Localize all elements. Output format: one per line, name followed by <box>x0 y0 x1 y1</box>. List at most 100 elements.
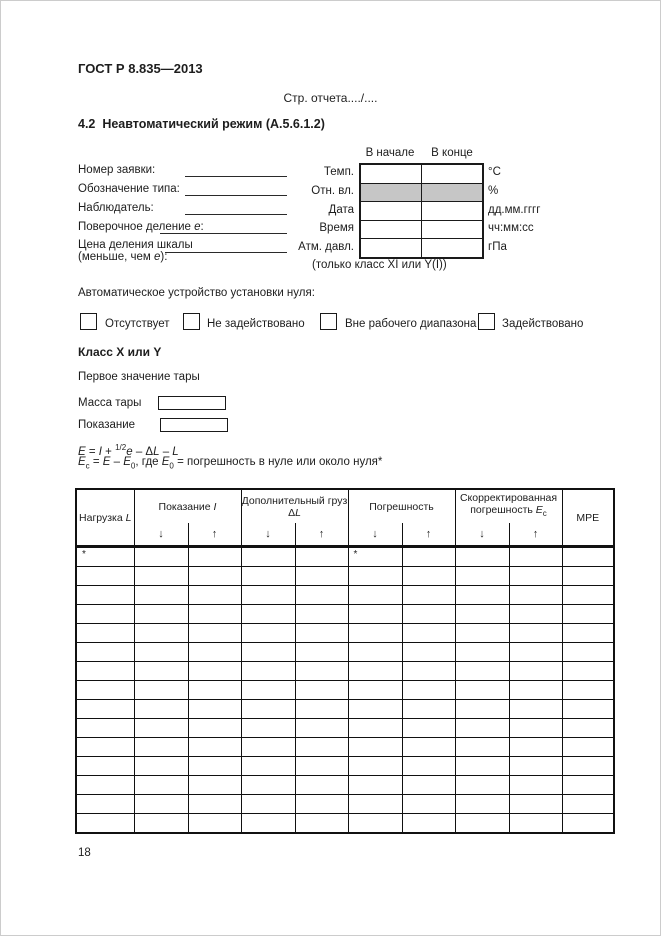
table-cell[interactable] <box>133 680 189 700</box>
checkbox[interactable] <box>80 313 97 330</box>
table-cell[interactable] <box>454 566 510 586</box>
conditions-cell[interactable] <box>359 182 422 202</box>
table-cell[interactable] <box>508 566 563 586</box>
table-cell[interactable] <box>401 775 456 795</box>
table-cell[interactable] <box>454 813 510 834</box>
table-cell[interactable] <box>133 623 189 643</box>
table-cell[interactable] <box>294 661 349 681</box>
table-cell[interactable] <box>240 718 296 738</box>
table-cell[interactable] <box>75 623 135 643</box>
table-cell[interactable] <box>401 546 456 567</box>
table-cell[interactable] <box>561 680 615 700</box>
table-cell[interactable] <box>75 566 135 586</box>
table-cell[interactable] <box>240 680 296 700</box>
conditions-cell[interactable] <box>359 238 422 258</box>
table-cell[interactable] <box>75 699 135 719</box>
table-cell[interactable] <box>347 756 403 776</box>
table-cell[interactable] <box>187 585 242 605</box>
table-cell[interactable] <box>561 623 615 643</box>
table-cell[interactable] <box>133 546 189 567</box>
table-cell[interactable] <box>294 642 349 662</box>
table-cell[interactable] <box>454 794 510 814</box>
conditions-cell[interactable] <box>421 201 484 221</box>
table-cell[interactable] <box>133 756 189 776</box>
table-cell[interactable] <box>401 756 456 776</box>
table-cell[interactable] <box>187 756 242 776</box>
table-cell[interactable] <box>75 604 135 624</box>
table-cell[interactable] <box>561 718 615 738</box>
table-cell[interactable] <box>454 546 510 567</box>
table-cell[interactable] <box>240 756 296 776</box>
table-cell[interactable] <box>75 661 135 681</box>
table-cell[interactable] <box>561 794 615 814</box>
table-cell[interactable] <box>347 566 403 586</box>
table-cell[interactable] <box>133 699 189 719</box>
table-cell[interactable] <box>508 585 563 605</box>
table-cell[interactable] <box>561 642 615 662</box>
table-cell[interactable] <box>187 680 242 700</box>
table-cell[interactable] <box>508 661 563 681</box>
table-cell[interactable] <box>347 642 403 662</box>
table-cell[interactable] <box>401 623 456 643</box>
table-cell[interactable] <box>508 699 563 719</box>
table-cell[interactable] <box>561 585 615 605</box>
table-cell[interactable] <box>294 546 349 567</box>
table-cell[interactable] <box>347 585 403 605</box>
table-cell[interactable] <box>75 642 135 662</box>
table-cell[interactable] <box>347 661 403 681</box>
table-cell[interactable] <box>294 756 349 776</box>
table-cell[interactable] <box>294 718 349 738</box>
table-cell[interactable] <box>240 813 296 834</box>
table-cell[interactable] <box>240 623 296 643</box>
table-cell[interactable] <box>561 699 615 719</box>
table-cell[interactable] <box>75 813 135 834</box>
table-cell[interactable] <box>240 546 296 567</box>
table-cell[interactable] <box>294 585 349 605</box>
conditions-cell[interactable] <box>421 219 484 239</box>
table-cell[interactable] <box>187 775 242 795</box>
tare-input-box[interactable] <box>158 396 226 410</box>
table-cell[interactable] <box>347 718 403 738</box>
table-cell[interactable] <box>187 604 242 624</box>
table-cell[interactable] <box>75 718 135 738</box>
table-cell[interactable] <box>75 585 135 605</box>
table-cell[interactable] <box>187 546 242 567</box>
table-cell[interactable] <box>561 756 615 776</box>
table-cell[interactable]: * <box>347 546 403 567</box>
table-cell[interactable] <box>240 566 296 586</box>
table-cell[interactable] <box>508 642 563 662</box>
conditions-cell[interactable] <box>421 182 484 202</box>
checkbox[interactable] <box>183 313 200 330</box>
table-cell[interactable] <box>294 699 349 719</box>
table-cell[interactable] <box>508 756 563 776</box>
conditions-cell[interactable] <box>359 163 422 184</box>
table-cell[interactable] <box>454 680 510 700</box>
tare-input-box[interactable] <box>160 418 228 432</box>
checkbox[interactable] <box>478 313 495 330</box>
form-field-line[interactable] <box>160 233 287 234</box>
table-cell[interactable] <box>133 775 189 795</box>
table-cell[interactable] <box>508 623 563 643</box>
table-cell[interactable] <box>454 756 510 776</box>
table-cell[interactable] <box>133 585 189 605</box>
table-cell[interactable] <box>401 737 456 757</box>
table-cell[interactable] <box>294 813 349 834</box>
table-cell[interactable] <box>187 737 242 757</box>
table-cell[interactable] <box>133 642 189 662</box>
table-cell[interactable] <box>133 813 189 834</box>
form-field-line[interactable] <box>185 176 287 177</box>
table-cell[interactable] <box>508 737 563 757</box>
form-field-line[interactable] <box>185 195 287 196</box>
table-cell[interactable] <box>133 718 189 738</box>
table-cell[interactable] <box>454 604 510 624</box>
table-cell[interactable] <box>401 680 456 700</box>
table-cell[interactable] <box>508 718 563 738</box>
table-cell[interactable] <box>454 642 510 662</box>
table-cell[interactable] <box>240 642 296 662</box>
table-cell[interactable] <box>401 718 456 738</box>
table-cell[interactable] <box>240 604 296 624</box>
table-cell[interactable] <box>75 737 135 757</box>
table-cell[interactable] <box>75 680 135 700</box>
table-cell[interactable] <box>401 661 456 681</box>
table-cell[interactable] <box>347 775 403 795</box>
